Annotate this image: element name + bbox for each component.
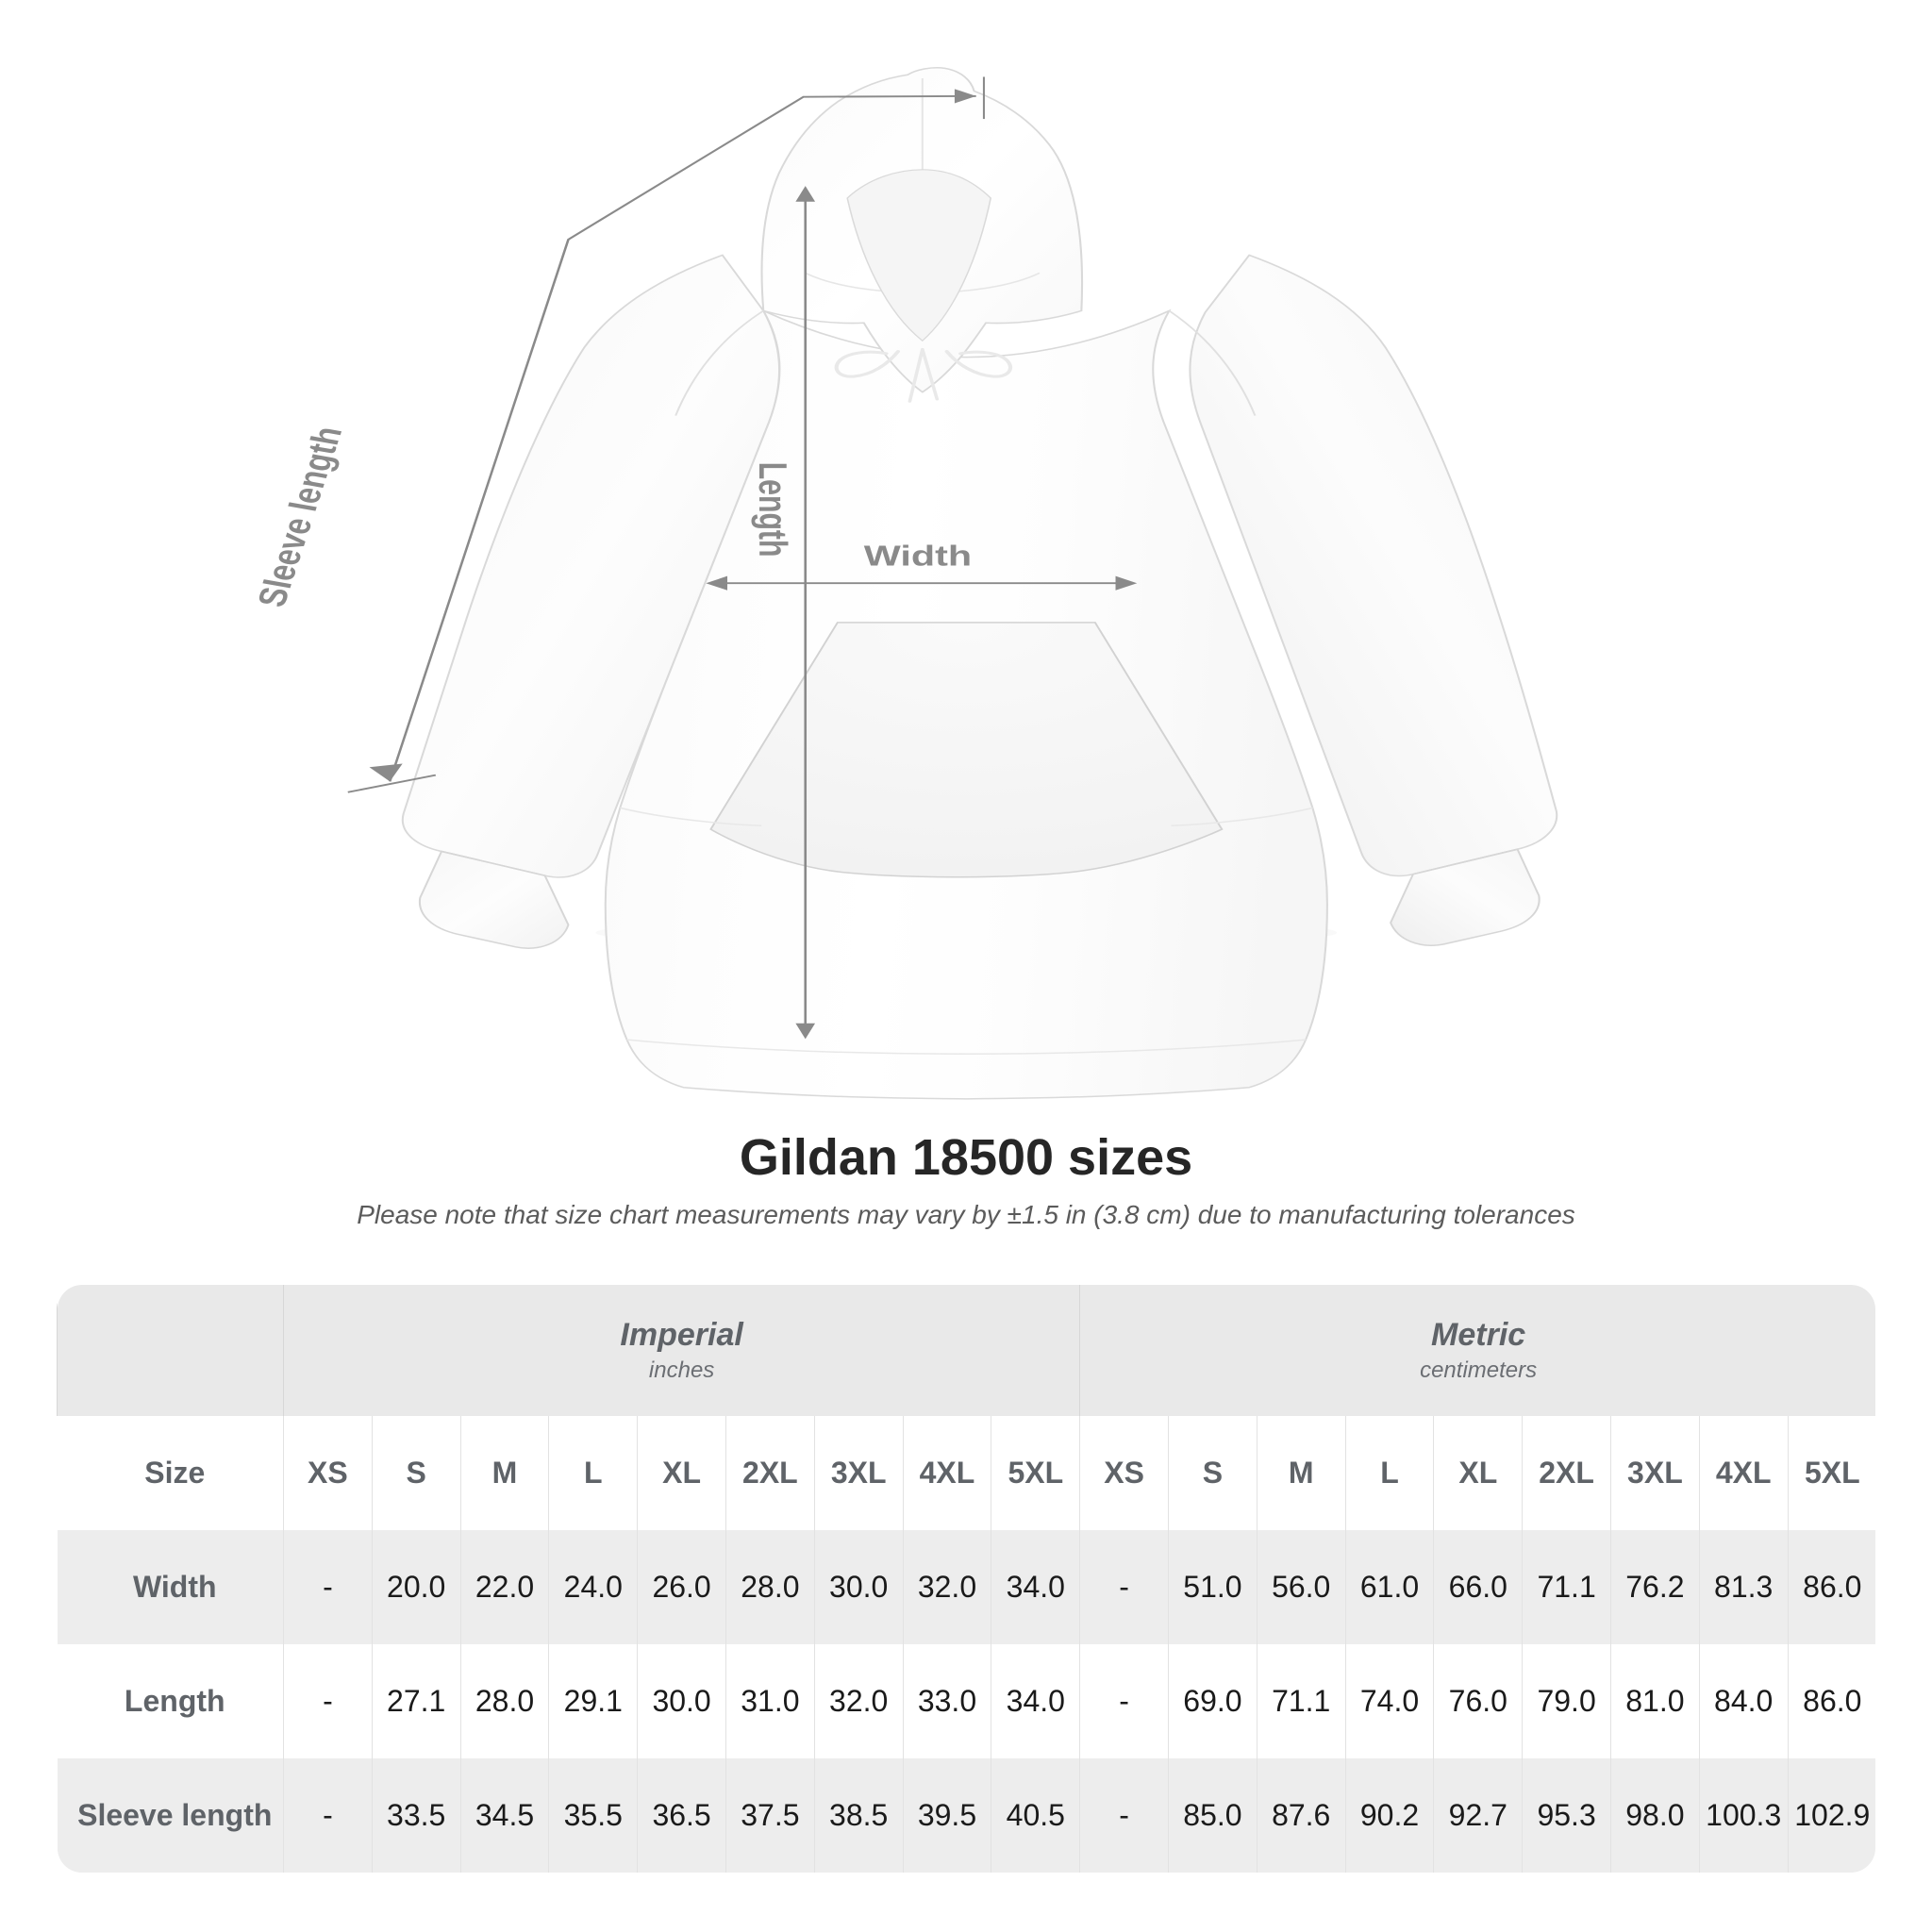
svg-text:Sleeve length: Sleeve length: [249, 424, 351, 610]
svg-text:Width: Width: [864, 540, 972, 572]
svg-text:Length: Length: [751, 462, 795, 558]
